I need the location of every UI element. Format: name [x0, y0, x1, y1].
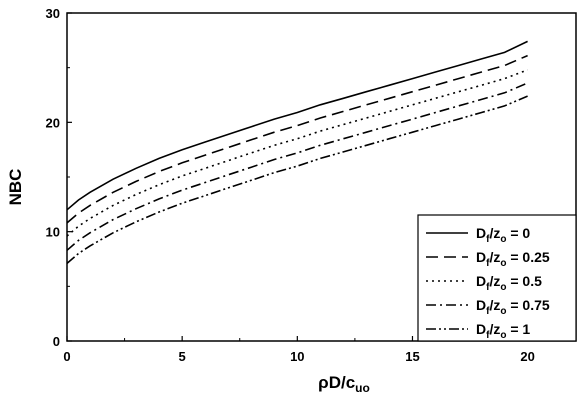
legend-box — [417, 214, 577, 342]
legend-label-4: Df/zo = 0.75 — [476, 297, 550, 317]
x-axis-label-main: ρD/c — [318, 373, 355, 392]
y-tick-label: 20 — [46, 115, 60, 130]
x-axis-label: ρD/cuo — [318, 373, 370, 395]
x-tick-label: 5 — [179, 349, 186, 364]
series-line-3 — [66, 69, 528, 237]
y-tick-label: 30 — [46, 6, 60, 21]
series-lines — [66, 40, 528, 265]
series-line-1 — [66, 40, 528, 211]
series-line-5 — [66, 95, 528, 265]
legend-label-2: Df/zo = 0.25 — [476, 249, 550, 269]
y-axis-label: NBC — [6, 169, 25, 206]
x-tick-label: 0 — [63, 349, 70, 364]
legend-label-5: Df/zo = 1 — [476, 321, 530, 341]
x-axis-label-sub: uo — [355, 381, 370, 395]
series-line-2 — [66, 54, 528, 224]
y-tick-label: 0 — [53, 334, 60, 349]
legend: Df/zo = 0 Df/zo = 0.25 Df/zo = 0.5 Df/zo = … — [417, 214, 577, 342]
legend-label-1: Df/zo = 0 — [476, 225, 530, 245]
series-line-4 — [66, 82, 528, 251]
x-tick-label: 10 — [290, 349, 304, 364]
y-tick-label: 10 — [46, 225, 60, 240]
legend-label-3: Df/zo = 0.5 — [476, 273, 542, 293]
x-tick-label: 20 — [520, 349, 534, 364]
x-tick-label: 15 — [405, 349, 419, 364]
